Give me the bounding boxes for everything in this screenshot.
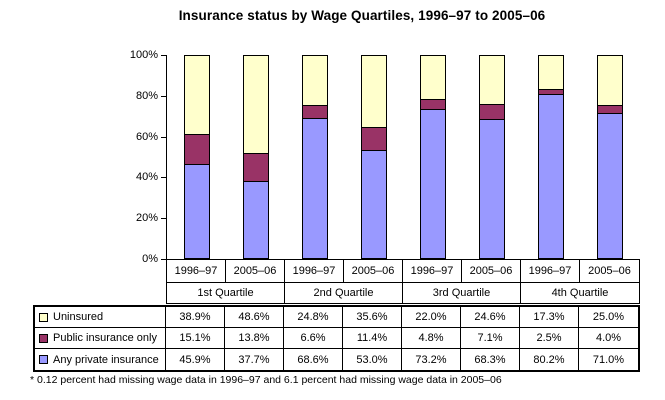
table-value-cell: 4.0% [579, 328, 638, 349]
x-axis-year-cell: 2005–06 [344, 260, 403, 282]
table-value-cell: 13.8% [225, 328, 284, 349]
bar-segment-any-private-insurance [360, 150, 387, 259]
table-value-cell: 68.3% [461, 349, 520, 370]
legend-swatch-uninsured [39, 312, 48, 322]
table-value-cell: 71.0% [592, 353, 625, 366]
x-axis-year-cell: 2005–06 [588, 265, 631, 277]
x-axis-quartile-row: 1st Quartile 2nd Quartile 3rd Quartile 4th … [167, 283, 639, 303]
bar-segment-public-insurance-only [301, 105, 328, 120]
x-axis-year-cell: 2005–06 [462, 260, 521, 282]
y-axis-tick-mark [161, 95, 167, 97]
table-value-cell: 45.9% [166, 349, 225, 370]
x-axis-quartile-cell: 3rd Quartile [403, 283, 521, 303]
stacked-bar [597, 55, 624, 259]
stacked-bar [538, 55, 565, 259]
table-value-cell: 35.6% [343, 307, 402, 328]
x-axis-year-cell: 1996–97 [403, 260, 462, 282]
y-axis-tick-mark [161, 136, 167, 138]
x-axis-year-cell: 1996–97 [285, 260, 344, 282]
stacked-bar [479, 55, 506, 259]
bar-segment-uninsured [420, 55, 447, 100]
x-axis-quartile-cell: 4th Quartile [551, 287, 609, 299]
y-axis-tick-label: 100% [129, 49, 158, 61]
table-value-cell: 6.6% [284, 328, 343, 349]
y-axis-tick-label: 60% [135, 130, 158, 143]
bar-segment-public-insurance-only [479, 105, 506, 120]
y-axis-tick-mark [161, 259, 167, 260]
bar-segment-any-private-insurance [242, 182, 269, 259]
table-value-cell: 80.2% [520, 349, 579, 370]
bar-segment-public-insurance-only [242, 153, 269, 183]
table-value-cell: 73.2% [402, 349, 461, 370]
bar-segment-public-insurance-only [597, 106, 624, 115]
legend-label: Uninsured [53, 311, 104, 323]
stacked-bar [301, 55, 328, 259]
y-axis-tick-label: 40% [135, 171, 158, 184]
bar-segment-public-insurance-only [183, 134, 210, 166]
table-value-cell: 37.7% [225, 349, 284, 370]
table-value-cell: 24.8% [284, 307, 343, 328]
legend-cell-public-insurance-only: Public insurance only [35, 328, 166, 349]
y-axis-tick-label: 0% [142, 253, 158, 265]
bar-segment-uninsured [479, 55, 506, 106]
table-value-cell: 48.6% [225, 307, 284, 328]
bar-segment-public-insurance-only [420, 99, 447, 110]
bar-segment-uninsured [183, 55, 210, 135]
bar-segment-uninsured [360, 55, 387, 128]
x-axis-year-cell: 1996–97 [167, 260, 226, 282]
legend-label: Any private insurance [53, 353, 159, 366]
data-table: Uninsured 38.9% 48.6% 24.8% 35.6% 22.0% 24.6% 1… [33, 305, 640, 372]
stacked-bar [242, 54, 269, 259]
table-value-cell: 15.1% [166, 328, 225, 349]
bar-segment-any-private-insurance [597, 114, 624, 259]
table-value-cell: 11.4% [343, 328, 402, 349]
plot-area [166, 54, 640, 259]
legend-label: Public insurance only [53, 332, 157, 344]
bar-segment-public-insurance-only [538, 90, 565, 96]
y-axis-tick-mark [161, 218, 167, 220]
bar-segment-uninsured [538, 55, 565, 91]
table-value-cell: 7.1% [461, 328, 520, 349]
y-axis-tick-label: 20% [135, 212, 158, 225]
x-axis-year-cell: 2005–06 [226, 260, 285, 282]
stacked-bar [420, 55, 447, 259]
x-axis-quartile-cell: 2nd Quartile [285, 283, 403, 303]
footnote: * 0.12 percent had missing wage data in … [30, 374, 502, 386]
page-title: Insurance status by Wage Quartiles, 1996… [178, 8, 546, 23]
bar-segment-any-private-insurance [479, 119, 506, 259]
stacked-bar [360, 55, 387, 259]
bar-segment-uninsured [242, 54, 269, 154]
table-value-cell: 22.0% [402, 307, 461, 328]
table-value-cell: 2.5% [520, 328, 579, 349]
table-value-cell: 17.3% [520, 307, 579, 328]
table-value-cell: 53.0% [343, 349, 402, 370]
y-axis-tick-label: 80% [135, 89, 158, 102]
stacked-bar [183, 55, 210, 259]
y-axis-tick-mark [161, 177, 167, 179]
table-value-cell: 4.8% [402, 328, 461, 349]
legend-swatch-any-private-insurance [39, 355, 48, 364]
bar-segment-any-private-insurance [420, 109, 447, 259]
x-axis-quartile-cell: 1st Quartile [167, 283, 285, 303]
bar-segment-any-private-insurance [183, 165, 210, 259]
x-axis-year-cell: 1996–97 [521, 260, 580, 282]
bar-segment-any-private-insurance [301, 119, 328, 259]
x-axis-table: 1996–97 2005–06 1996–97 2005–06 1996–97 2005–… [166, 259, 640, 304]
bar-segment-any-private-insurance [538, 95, 565, 259]
legend-cell-uninsured: Uninsured [35, 307, 166, 328]
bar-segment-uninsured [301, 55, 328, 106]
y-axis-tick-mark [161, 55, 167, 56]
bar-segment-uninsured [597, 55, 624, 107]
table-value-cell: 68.6% [284, 349, 343, 370]
legend-cell-any-private-insurance: Any private insurance [35, 349, 166, 370]
table-value-cell: 24.6% [461, 307, 520, 328]
table-value-cell: 38.9% [166, 307, 225, 328]
bar-segment-public-insurance-only [360, 127, 387, 151]
table-value-cell: 25.0% [579, 307, 638, 328]
legend-swatch-public-insurance-only [39, 333, 48, 343]
x-axis-year-row: 1996–97 2005–06 1996–97 2005–06 1996–97 2005–… [167, 260, 639, 283]
